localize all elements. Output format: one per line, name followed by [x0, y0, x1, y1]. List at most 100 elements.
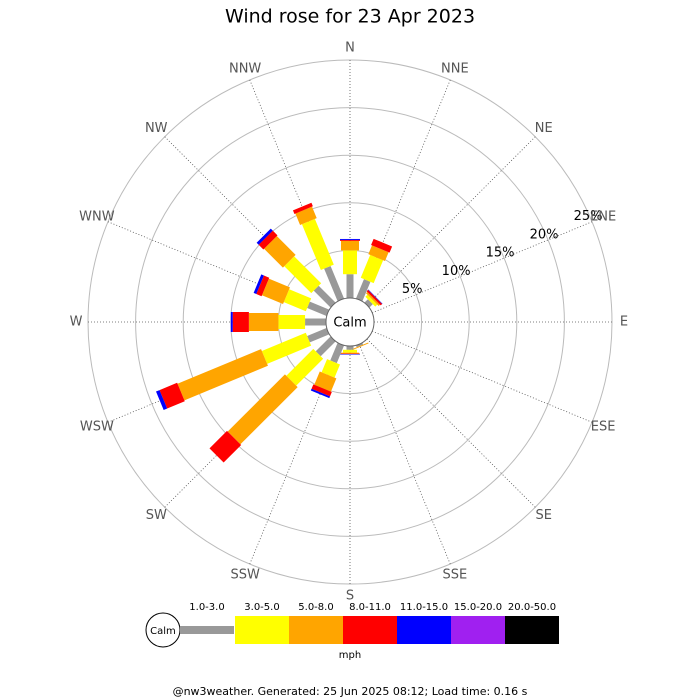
- radial-line: [358, 344, 451, 565]
- legend-calm-label: Calm: [150, 626, 176, 637]
- footer: @nw3weather. Generated: 25 Jun 2025 08:1…: [173, 685, 528, 698]
- direction-label: S: [346, 589, 354, 604]
- direction-label: NNW: [229, 61, 261, 76]
- bar-segment: [283, 289, 312, 312]
- legend-label: 8.0-11.0: [349, 602, 391, 613]
- bar-segment: [343, 250, 357, 275]
- bar-segment: [253, 274, 264, 295]
- bar-segment: [256, 228, 273, 245]
- bar-segment: [310, 388, 331, 399]
- bar-segment: [366, 289, 383, 306]
- chart-title: Wind rose for 23 Apr 2023: [225, 6, 475, 28]
- direction-label: ESE: [591, 419, 616, 434]
- bar-segment: [295, 206, 317, 225]
- direction-label: NW: [145, 121, 168, 136]
- bar-segment: [301, 218, 334, 270]
- bar-segment: [330, 342, 345, 364]
- r-tick-label: 10%: [442, 264, 471, 279]
- direction-label: SE: [536, 508, 552, 523]
- bar-segment: [351, 342, 369, 351]
- bar-segment: [346, 274, 354, 298]
- bar-segment: [315, 336, 336, 357]
- bar-segment: [278, 315, 306, 329]
- direction-label: NE: [535, 121, 553, 136]
- bar-segment: [367, 289, 383, 305]
- r-tick-label: 15%: [486, 246, 515, 261]
- bar-segment: [365, 294, 378, 307]
- legend-swatch: [505, 616, 559, 644]
- direction-label: W: [70, 315, 83, 330]
- bar-segment: [258, 230, 278, 250]
- direction-label: SW: [146, 508, 167, 523]
- bar-segment: [364, 299, 373, 308]
- legend-swatch: [180, 626, 234, 634]
- unit-label: mph: [339, 650, 361, 661]
- bar-segment: [177, 349, 268, 401]
- bar-segment: [341, 240, 359, 251]
- bar-segment: [284, 256, 322, 294]
- direction-label: NNE: [441, 61, 469, 76]
- bar-segment: [261, 332, 312, 364]
- bar-segment: [371, 238, 393, 253]
- bar-segment: [159, 382, 185, 409]
- bar-segment: [248, 313, 279, 331]
- bar-segment: [227, 374, 298, 445]
- bar-segment: [360, 254, 384, 284]
- bar-segment: [343, 349, 357, 353]
- legend-label: 3.0-5.0: [244, 602, 279, 613]
- legend-swatch: [235, 616, 289, 644]
- bar-segment: [232, 312, 249, 332]
- bar-segment: [346, 346, 354, 350]
- r-tick-label: 25%: [574, 209, 603, 224]
- bar-segment: [340, 239, 360, 241]
- direction-label: E: [620, 315, 628, 330]
- bar-segment: [321, 359, 340, 378]
- radial-line: [366, 136, 536, 306]
- r-tick-label: 20%: [530, 227, 559, 242]
- grid-ring: [182, 154, 518, 490]
- bar-segment: [307, 301, 330, 317]
- legend-label: 15.0-20.0: [454, 602, 502, 613]
- legend-label: 1.0-3.0: [189, 602, 224, 613]
- bar-segment: [340, 238, 360, 240]
- radial-line: [366, 338, 536, 508]
- legend-label: 20.0-50.0: [508, 602, 556, 613]
- calm-label: Calm: [333, 316, 366, 331]
- bar-segment: [264, 236, 296, 268]
- bar-segment: [209, 430, 242, 463]
- bar-segment: [355, 279, 371, 302]
- legend-label: 11.0-15.0: [400, 602, 448, 613]
- bar-segment: [341, 352, 359, 354]
- legend-label: 5.0-8.0: [298, 602, 333, 613]
- bar-segment: [230, 312, 233, 332]
- r-tick-label: 5%: [402, 282, 423, 297]
- direction-label: SSE: [442, 568, 467, 583]
- bar-segment: [314, 371, 337, 392]
- bar-segment: [305, 318, 326, 326]
- legend-swatch: [343, 616, 397, 644]
- direction-label: SSW: [230, 568, 260, 583]
- bar-segment: [292, 202, 313, 214]
- radial-line: [372, 221, 593, 314]
- bar-segment: [368, 245, 389, 262]
- bar-segment: [261, 278, 290, 305]
- calm-circle: [325, 297, 375, 347]
- bar-segment: [156, 390, 168, 411]
- bar-segment: [324, 265, 345, 302]
- grid-ring: [135, 107, 565, 537]
- direction-label: WSW: [80, 419, 114, 434]
- direction-label: ENE: [590, 210, 616, 225]
- legend-swatch: [289, 616, 343, 644]
- bar-segment: [365, 291, 381, 307]
- bar-segment: [256, 275, 270, 297]
- bar-segment: [307, 327, 330, 343]
- legend-swatch: [397, 616, 451, 644]
- direction-label: WNW: [79, 210, 115, 225]
- legend-swatch: [451, 616, 505, 644]
- bar-segment: [313, 285, 336, 308]
- bar-segment: [286, 348, 324, 386]
- bar-segment: [355, 342, 364, 348]
- bar-segment: [311, 384, 332, 397]
- direction-label: N: [345, 41, 355, 56]
